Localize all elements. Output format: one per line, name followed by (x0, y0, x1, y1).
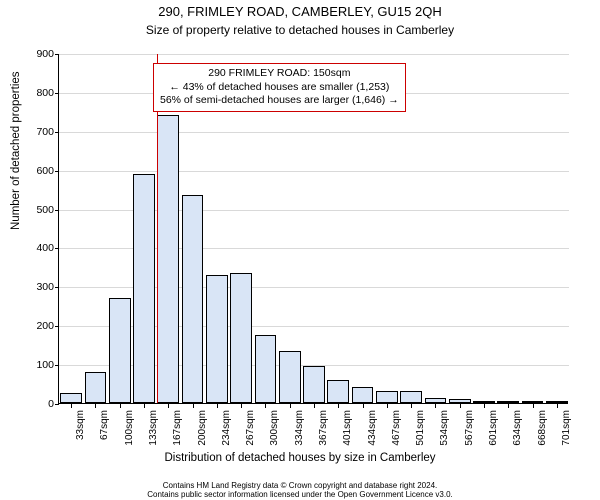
xtick-label: 701sqm (561, 410, 572, 446)
xtick-mark (168, 404, 169, 408)
xtick-label: 534sqm (439, 410, 450, 446)
xtick-label: 634sqm (512, 410, 523, 446)
ytick-mark (55, 326, 59, 327)
bar (546, 401, 568, 403)
xtick-label: 367sqm (318, 410, 329, 446)
xtick-mark (460, 404, 461, 408)
bar (279, 351, 301, 404)
xtick-label: 334sqm (294, 410, 305, 446)
xtick-mark (241, 404, 242, 408)
y-axis-label: Number of detached properties (10, 71, 22, 230)
bar (303, 366, 325, 403)
bar (522, 401, 544, 403)
bar (206, 275, 228, 403)
xtick-mark (314, 404, 315, 408)
ytick-label: 900 (24, 48, 54, 60)
callout-box: 290 FRIMLEY ROAD: 150sqm ← 43% of detach… (153, 63, 406, 112)
xtick-label: 67sqm (99, 410, 110, 440)
chart-container: 290, FRIMLEY ROAD, CAMBERLEY, GU15 2QH S… (0, 0, 600, 500)
xtick-label: 567sqm (464, 410, 475, 446)
xtick-label: 200sqm (197, 410, 208, 446)
ytick-mark (55, 93, 59, 94)
bar (230, 273, 252, 403)
ytick-mark (55, 54, 59, 55)
gridline (59, 54, 569, 55)
callout-line1: 290 FRIMLEY ROAD: 150sqm (160, 67, 399, 81)
xtick-mark (265, 404, 266, 408)
xtick-label: 668sqm (537, 410, 548, 446)
ytick-label: 800 (24, 87, 54, 99)
page-subtitle: Size of property relative to detached ho… (0, 23, 600, 37)
ytick-mark (55, 248, 59, 249)
ytick-mark (55, 287, 59, 288)
xtick-mark (217, 404, 218, 408)
xtick-mark (557, 404, 558, 408)
xtick-label: 401sqm (342, 410, 353, 446)
xtick-label: 234sqm (221, 410, 232, 446)
ytick-label: 0 (24, 398, 54, 410)
bar (425, 398, 447, 403)
ytick-label: 200 (24, 320, 54, 332)
xtick-label: 501sqm (415, 410, 426, 446)
ytick-label: 700 (24, 126, 54, 138)
xtick-mark (120, 404, 121, 408)
ytick-label: 500 (24, 204, 54, 216)
bar (109, 298, 131, 403)
footer-attribution: Contains HM Land Registry data © Crown c… (0, 481, 600, 499)
xtick-mark (533, 404, 534, 408)
xtick-label: 467sqm (391, 410, 402, 446)
xtick-mark (508, 404, 509, 408)
bar (327, 380, 349, 403)
xtick-label: 133sqm (148, 410, 159, 446)
ytick-label: 100 (24, 359, 54, 371)
xtick-label: 267sqm (245, 410, 256, 446)
page-title: 290, FRIMLEY ROAD, CAMBERLEY, GU15 2QH (0, 0, 600, 21)
xtick-mark (338, 404, 339, 408)
ytick-mark (55, 404, 59, 405)
xtick-label: 100sqm (124, 410, 135, 446)
footer-line2: Contains public sector information licen… (0, 490, 600, 499)
xtick-label: 601sqm (488, 410, 499, 446)
xtick-mark (363, 404, 364, 408)
bar (473, 401, 495, 403)
gridline (59, 132, 569, 133)
bar (376, 391, 398, 403)
xtick-mark (95, 404, 96, 408)
bar (352, 387, 374, 403)
xtick-mark (435, 404, 436, 408)
gridline (59, 171, 569, 172)
bar (60, 393, 82, 403)
bar (133, 174, 155, 403)
bar (449, 399, 471, 403)
xtick-mark (484, 404, 485, 408)
ytick-mark (55, 365, 59, 366)
ytick-mark (55, 171, 59, 172)
bar (400, 391, 422, 403)
callout-line3: 56% of semi-detached houses are larger (… (160, 94, 399, 108)
ytick-mark (55, 210, 59, 211)
xtick-label: 167sqm (172, 410, 183, 446)
xtick-label: 33sqm (75, 410, 86, 440)
x-axis-label: Distribution of detached houses by size … (0, 452, 600, 464)
xtick-mark (144, 404, 145, 408)
footer-line1: Contains HM Land Registry data © Crown c… (0, 481, 600, 490)
ytick-label: 600 (24, 165, 54, 177)
callout-line2: ← 43% of detached houses are smaller (1,… (160, 81, 399, 95)
xtick-label: 300sqm (269, 410, 280, 446)
xtick-mark (193, 404, 194, 408)
bar (255, 335, 277, 403)
ytick-label: 400 (24, 242, 54, 254)
xtick-mark (387, 404, 388, 408)
bar (497, 401, 519, 403)
ytick-mark (55, 132, 59, 133)
bar (157, 115, 179, 403)
xtick-mark (71, 404, 72, 408)
bar (182, 195, 204, 403)
ytick-label: 300 (24, 281, 54, 293)
xtick-mark (290, 404, 291, 408)
bar (85, 372, 107, 403)
xtick-label: 434sqm (367, 410, 378, 446)
xtick-mark (411, 404, 412, 408)
